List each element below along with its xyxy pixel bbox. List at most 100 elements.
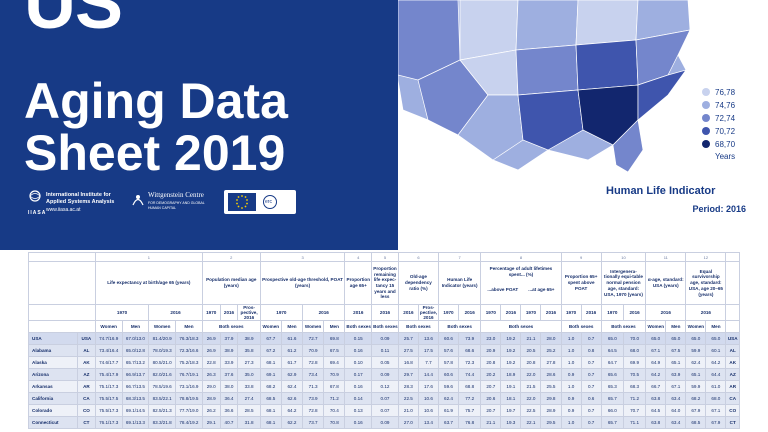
- table-cell: 70.7: [622, 404, 647, 417]
- iiasa-url: www.iiasa.ac.at: [46, 207, 81, 213]
- table-cell: 77.2: [458, 392, 482, 405]
- corner-cell: [28, 304, 96, 321]
- table-cell: 31.8: [237, 416, 261, 429]
- cover-title-line2: Sheet 2019: [24, 125, 286, 181]
- table-cell: 70.9: [302, 344, 325, 357]
- table-cell: 0.07: [371, 404, 399, 417]
- table-cell: 75.7: [458, 404, 482, 417]
- table-cell: 25.7: [397, 332, 419, 345]
- year-cell: 2016: [645, 304, 687, 321]
- year-cell: 2016: [219, 304, 239, 321]
- table-cell: 70.0: [622, 332, 647, 345]
- table-cell: 33.8: [237, 380, 261, 393]
- indicator-title: Human Life Indicator: [606, 185, 716, 197]
- legend-label: 74,76: [715, 100, 736, 110]
- legend-years-label: Years: [715, 152, 736, 161]
- table-cell: 67.5: [665, 344, 687, 357]
- table-cell: 82.5/21.3: [148, 404, 177, 417]
- table-cell: 67.0/13.0: [121, 332, 150, 345]
- table-cell: 66.0: [600, 404, 624, 417]
- header-life-expectancy: Life expectancy at birth/age 65 (years): [94, 261, 203, 305]
- table-cell: 1.0: [560, 344, 582, 357]
- year-row: 1970 2016 1970 2016 Pros-pective, 2016 1…: [28, 304, 740, 321]
- table-cell: 68.0: [705, 392, 727, 405]
- table-cell: 21.1: [520, 332, 542, 345]
- table-cell: 63.4: [665, 416, 687, 429]
- table-cell: 68.2: [259, 380, 282, 393]
- table-cell: 22.8: [201, 356, 221, 369]
- year-cell: 2016: [148, 304, 203, 321]
- table-cell: 60.1: [705, 344, 727, 357]
- legend-swatch: [702, 140, 710, 148]
- table-cell: 71.2: [622, 392, 647, 405]
- table-cell: 68.1: [259, 356, 282, 369]
- table-cell: 73.7: [302, 416, 325, 429]
- col-number: 3: [259, 252, 346, 262]
- cover-title-line1: Aging Data: [24, 73, 288, 129]
- sex-cell: Women: [148, 320, 177, 333]
- right-blank-cell: [725, 320, 740, 333]
- year-cell: 2016: [397, 304, 419, 321]
- table-cell: 28.0: [540, 332, 562, 345]
- table-cell: 0.15: [344, 332, 373, 345]
- table-cell: 65.7: [600, 392, 624, 405]
- table-cell: 78.8/19.5: [175, 392, 203, 405]
- table-cell: 17.5: [417, 344, 439, 357]
- table-cell: 21.1: [480, 416, 502, 429]
- table-cell: AK: [725, 356, 740, 369]
- table-cell: AL: [77, 344, 96, 357]
- table-cell: AR: [725, 380, 740, 393]
- table-cell: 64.5: [600, 344, 624, 357]
- table-cell: 72.3/16.6: [175, 344, 203, 357]
- table-cell: 68.5: [259, 392, 282, 405]
- table-cell: 0.05: [371, 356, 399, 369]
- table-cell: 20.6: [480, 392, 502, 405]
- table-cell: 61.7: [280, 356, 304, 369]
- table-cell: 75.5/17.5: [94, 392, 123, 405]
- table-cell: 75.5/17.3: [94, 404, 123, 417]
- table-cell: 65.7/13.2: [121, 356, 150, 369]
- table-cell: 59.9: [685, 380, 707, 393]
- year-cell: 2016: [302, 304, 346, 321]
- year-cell: 1970: [560, 304, 582, 321]
- col-number: 8: [480, 252, 562, 262]
- table-cell: AZ: [725, 368, 740, 381]
- table-row: Connecticut CT 76.1/17.3 69.1/13.3 83.3/21.8…: [28, 416, 740, 429]
- col-number: 11: [645, 252, 687, 262]
- table-cell: 68.6: [458, 344, 482, 357]
- table-cell: 0.16: [344, 416, 373, 429]
- col-number: 7: [437, 252, 482, 262]
- table-cell: 25.2: [540, 344, 562, 357]
- corner-cell: [28, 261, 96, 305]
- legend-label: 76,78: [715, 87, 736, 97]
- table-cell: 66.9/13.7: [121, 368, 150, 381]
- table-cell: 28.5: [237, 404, 261, 417]
- table-cell: 22.0: [520, 392, 542, 405]
- table-cell: 20.7: [480, 380, 502, 393]
- table-row: Colorado CO 75.5/17.3 69.1/14.5 82.5/21.3 77.…: [28, 404, 740, 417]
- table-cell: 67.8: [323, 380, 346, 393]
- table-cell: 65.0: [665, 332, 687, 345]
- table-cell: 14.4: [417, 368, 439, 381]
- table-cell: 22.0: [520, 368, 542, 381]
- table-cell: 69.4: [323, 356, 346, 369]
- table-cell: 0.7: [580, 356, 602, 369]
- table-cell: 0.6: [580, 392, 602, 405]
- legend-item: 74,76: [702, 99, 735, 111]
- table-cell: 27.8: [540, 356, 562, 369]
- table-cell: 28.9: [540, 404, 562, 417]
- table-cell: 29.7: [397, 368, 419, 381]
- column-number-row: 1 2 3 4 5 6 7 8 9 10 11 12: [28, 252, 740, 262]
- table-cell: USA: [28, 332, 78, 345]
- header-proportion-remaining: Proportion remaining life expec-tancy 15…: [371, 261, 399, 305]
- table-cell: 19.2: [500, 332, 522, 345]
- table-cell: 65.0: [600, 332, 624, 345]
- table-cell: 63.7: [437, 416, 460, 429]
- table-cell: 65.0: [645, 332, 667, 345]
- table-cell: 62.4: [685, 356, 707, 369]
- table-cell: 62.2: [280, 416, 304, 429]
- table-cell: 68.1: [259, 404, 282, 417]
- table-cell: 64.5: [645, 404, 667, 417]
- legend-swatch: [702, 101, 710, 109]
- table-cell: 67.2: [259, 344, 282, 357]
